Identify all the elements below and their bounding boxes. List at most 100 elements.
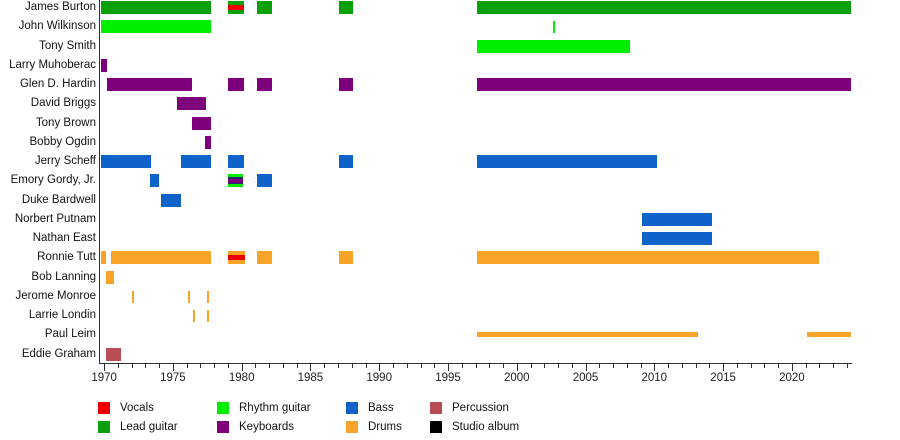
bar-stripe-rhythm_guitar xyxy=(227,174,243,178)
axis-minor-tick xyxy=(750,364,752,368)
y-axis-line xyxy=(99,0,100,364)
axis-minor-tick xyxy=(475,364,477,368)
member-label: James Burton xyxy=(25,1,96,13)
legend-swatch-drums xyxy=(346,421,358,433)
axis-minor-tick xyxy=(269,364,271,368)
axis-minor-tick xyxy=(819,364,821,368)
axis-minor-tick xyxy=(186,364,188,368)
axis-minor-tick xyxy=(296,364,298,368)
x-axis-line xyxy=(99,363,852,364)
member-label: Bob Lanning xyxy=(31,270,96,283)
timeline-bar xyxy=(227,1,245,14)
member-label: Norbert Putnam xyxy=(14,212,96,225)
legend-label: Keyboards xyxy=(239,421,294,433)
bar-stripe-vocals xyxy=(227,255,246,261)
axis-minor-tick xyxy=(558,364,559,368)
timeline-bar xyxy=(101,155,151,168)
bar-stripe-drums xyxy=(227,251,246,256)
axis-major-tick xyxy=(241,364,243,371)
axis-minor-tick xyxy=(338,364,339,368)
timeline-bar xyxy=(207,290,210,303)
axis-minor-tick xyxy=(503,364,504,368)
timeline-bar xyxy=(106,347,122,361)
axis-minor-tick xyxy=(420,364,422,368)
timeline-bar xyxy=(256,78,272,91)
bar-stripe-vocals xyxy=(227,5,245,10)
legend-swatch-keyboards xyxy=(217,421,229,433)
axis-minor-tick xyxy=(145,364,147,368)
member-label: Glen D. Hardin xyxy=(19,78,96,90)
timeline-bar xyxy=(177,97,206,111)
member-label: Tony Smith xyxy=(39,39,96,52)
axis-minor-tick xyxy=(846,364,848,368)
axis-year-label: 1990 xyxy=(366,372,392,384)
axis-minor-tick xyxy=(200,364,202,368)
timeline-bar xyxy=(552,21,555,34)
axis-year-label: 2005 xyxy=(572,372,599,384)
legend-swatch-lead_guitar xyxy=(98,421,110,433)
legend-label: Drums xyxy=(368,421,402,433)
axis-minor-tick xyxy=(778,364,780,368)
member-label: Emory Gordy, Jr. xyxy=(10,174,96,187)
timeline-bar xyxy=(227,78,245,91)
axis-minor-tick xyxy=(640,364,642,368)
axis-minor-tick xyxy=(695,364,697,368)
member-label: Larry Muhoberac xyxy=(9,58,96,71)
legend-swatch-vocals xyxy=(98,402,110,414)
axis-minor-tick xyxy=(393,364,394,368)
axis-year-label: 1985 xyxy=(297,372,324,384)
timeline-bar xyxy=(476,251,820,265)
axis-year-label: 1980 xyxy=(228,372,255,384)
timeline-bar xyxy=(111,251,212,265)
axis-major-tick xyxy=(791,364,793,371)
timeline-bar xyxy=(131,290,134,303)
axis-major-tick xyxy=(516,364,518,371)
timeline-bar xyxy=(181,155,212,168)
bar-stripe-drums xyxy=(227,260,246,265)
timeline-bar xyxy=(476,78,851,91)
bar-stripe-stripe_dark xyxy=(227,182,243,185)
timeline-bar xyxy=(256,174,272,188)
axis-major-tick xyxy=(448,364,449,371)
timeline-bar xyxy=(101,1,212,14)
axis-minor-tick xyxy=(351,364,353,368)
member-label: Tony Brown xyxy=(35,116,96,129)
axis-minor-tick xyxy=(833,364,835,368)
axis-year-label: 2020 xyxy=(779,372,805,384)
axis-major-tick xyxy=(585,364,587,371)
legend-label: Vocals xyxy=(120,402,154,414)
timeline-bar xyxy=(641,232,712,245)
timeline-bar xyxy=(807,332,851,338)
timeline-bar xyxy=(106,78,193,91)
member-label: Paul Leim xyxy=(44,328,96,341)
axis-year-label: 2000 xyxy=(504,372,530,384)
axis-minor-tick xyxy=(461,364,463,368)
timeline-bar xyxy=(101,20,212,34)
timeline-bar xyxy=(192,310,195,322)
legend-swatch-rhythm_guitar xyxy=(217,402,229,414)
timeline-bar xyxy=(476,1,851,14)
axis-year-label: 1970 xyxy=(91,372,117,384)
axis-year-label: 2015 xyxy=(710,372,736,384)
timeline-bar xyxy=(192,116,212,130)
bar-stripe-stripe_dark xyxy=(227,177,243,179)
legend-label: Percussion xyxy=(452,402,509,414)
timeline-bar xyxy=(149,174,160,188)
axis-minor-tick xyxy=(805,364,807,368)
legend-swatch-percussion xyxy=(430,402,442,414)
axis-minor-tick xyxy=(227,364,229,368)
timeline-bar xyxy=(227,155,245,168)
axis-major-tick xyxy=(104,364,106,371)
legend-label: Bass xyxy=(368,402,394,414)
axis-minor-tick xyxy=(709,364,711,368)
timeline-plot: 1970 1975 1980 1985 1990 1995 2000 2005 2010 2015… xyxy=(91,0,851,384)
legend-label: Studio album xyxy=(452,421,520,433)
member-label: Duke Bardwell xyxy=(21,193,96,206)
axis-year-label: 2010 xyxy=(641,372,668,384)
axis-minor-tick xyxy=(544,364,546,368)
bar-stripe-lead_guitar xyxy=(227,10,245,14)
timeline-bar xyxy=(101,58,107,72)
timeline-bar xyxy=(106,270,115,284)
axis-minor-tick xyxy=(530,364,532,368)
